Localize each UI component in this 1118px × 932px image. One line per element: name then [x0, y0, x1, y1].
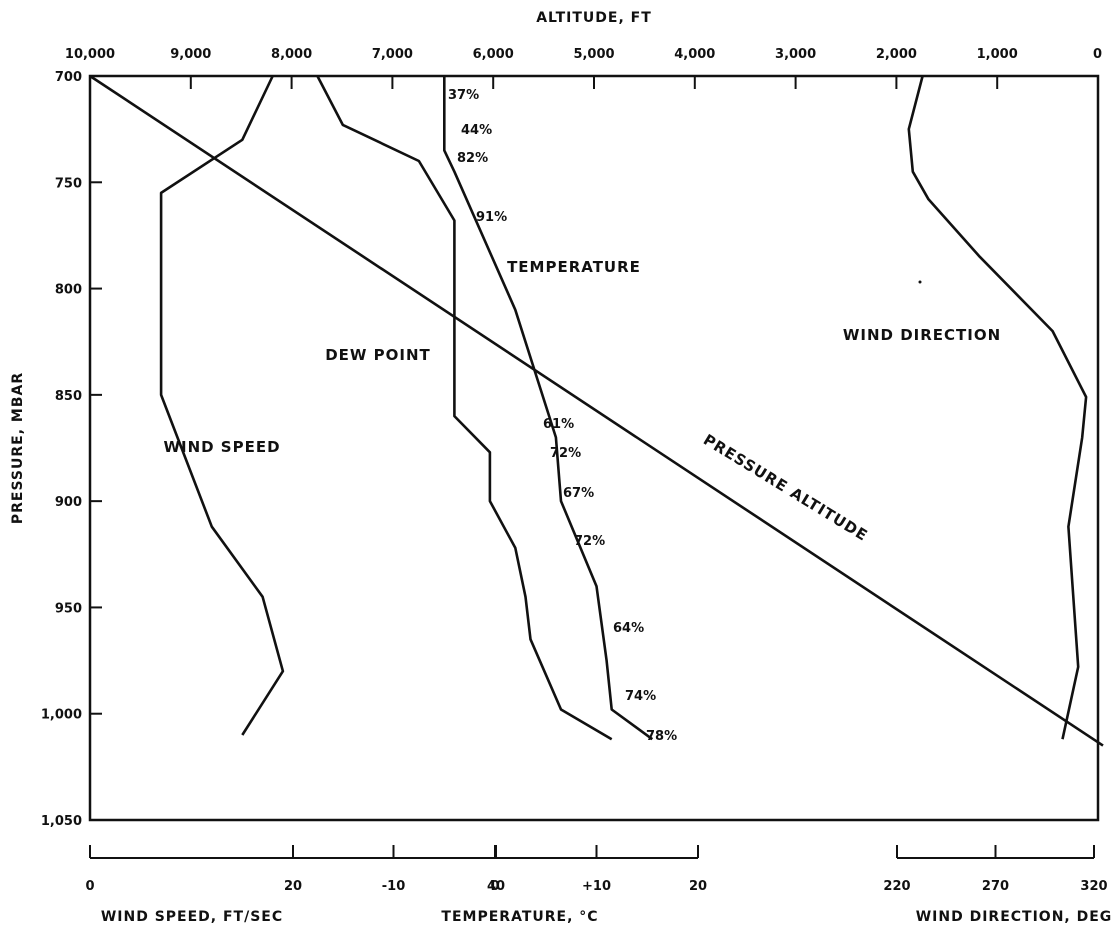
- top-tick-label: 6,000: [473, 47, 514, 62]
- temperature-tick-label: 20: [689, 879, 707, 894]
- pressure-altitude-label: PRESSURE ALTITUDE: [700, 431, 871, 545]
- scan-speck: [918, 280, 922, 284]
- temperature-tick-label: -10: [382, 879, 406, 894]
- left-tick-label: 700: [55, 70, 82, 85]
- humidity-annotation: 44%: [461, 123, 492, 138]
- left-axis-title: PRESSURE, MBAR: [10, 372, 26, 524]
- left-tick-label: 900: [55, 495, 82, 510]
- temperature-tick-label: +10: [582, 879, 611, 894]
- humidity-annotation: 74%: [625, 689, 656, 704]
- wind-speed-tick-label: 20: [284, 879, 302, 894]
- humidity-annotation: 78%: [646, 729, 677, 744]
- wind-direction-tick-label: 270: [982, 879, 1009, 894]
- left-tick-label: 800: [55, 283, 82, 298]
- top-tick-label: 4,000: [674, 47, 715, 62]
- wind-direction-axis-title: WIND DIRECTION, DEG: [916, 909, 1113, 925]
- wind-direction-curve: [907, 75, 1088, 740]
- left-tick-label: 750: [55, 176, 82, 191]
- top-tick-label: 7,000: [372, 47, 413, 62]
- wind-speed-axis: 0 20 40: [85, 845, 505, 894]
- wind-direction-tick-label: 220: [883, 879, 910, 894]
- left-tick-label: 950: [55, 601, 82, 616]
- top-tick-label: 5,000: [573, 47, 614, 62]
- top-tick-label: 3,000: [775, 47, 816, 62]
- humidity-annotation: 37%: [448, 88, 479, 103]
- left-tick-label: 850: [55, 389, 82, 404]
- dew-point-label: DEW POINT: [325, 346, 431, 364]
- left-tick-label: 1,050: [41, 814, 82, 829]
- wind-direction-tick-label: 320: [1080, 879, 1107, 894]
- tick-layer: 10,000 9,000 8,000 7,000 6,000 5,000 4,000 3,00…: [41, 47, 1108, 894]
- wind-speed-axis-title: WIND SPEED, FT/SEC: [101, 909, 283, 925]
- pressure-altitude-line: [89, 74, 1104, 747]
- temperature-axis-title: TEMPERATURE, °C: [441, 909, 598, 925]
- wind-speed-tick-label: 0: [85, 879, 94, 894]
- top-tick-label: 9,000: [170, 47, 211, 62]
- left-tick-label: 1,000: [41, 708, 82, 723]
- wind-speed-curve: [159, 75, 285, 736]
- curve-layer: [89, 74, 1104, 747]
- wind-speed-label: WIND SPEED: [163, 438, 280, 456]
- top-tick-label: 8,000: [271, 47, 312, 62]
- top-tick-label: 0: [1093, 47, 1102, 62]
- wind-direction-label: WIND DIRECTION: [843, 326, 1001, 344]
- temperature-label: TEMPERATURE: [507, 258, 641, 276]
- wind-speed-tick-label: 40: [487, 879, 505, 894]
- humidity-annotation: 82%: [457, 151, 488, 166]
- humidity-annotation: 67%: [563, 486, 594, 501]
- top-tick-label: 2,000: [876, 47, 917, 62]
- top-axis-title: ALTITUDE, FT: [536, 10, 652, 26]
- temperature-curve: [442, 76, 654, 741]
- top-tick-label: 10,000: [65, 47, 115, 62]
- label-layer: ALTITUDE, FT PRESSURE, MBAR WIND SPEED, FT…: [10, 10, 1113, 925]
- humidity-annotation: 64%: [613, 621, 644, 636]
- top-tick-label: 1,000: [977, 47, 1018, 62]
- temperature-axis: -10 0 +10 20: [382, 845, 707, 894]
- humidity-annotation: 61%: [543, 417, 574, 432]
- dew-point-curve: [316, 75, 613, 741]
- wind-direction-axis: 220 270 320: [883, 845, 1108, 894]
- temperature-tick-label: 0: [490, 879, 499, 894]
- humidity-annotation: 72%: [550, 446, 581, 461]
- humidity-annotation: 72%: [574, 534, 605, 549]
- humidity-annotation: 91%: [476, 210, 507, 225]
